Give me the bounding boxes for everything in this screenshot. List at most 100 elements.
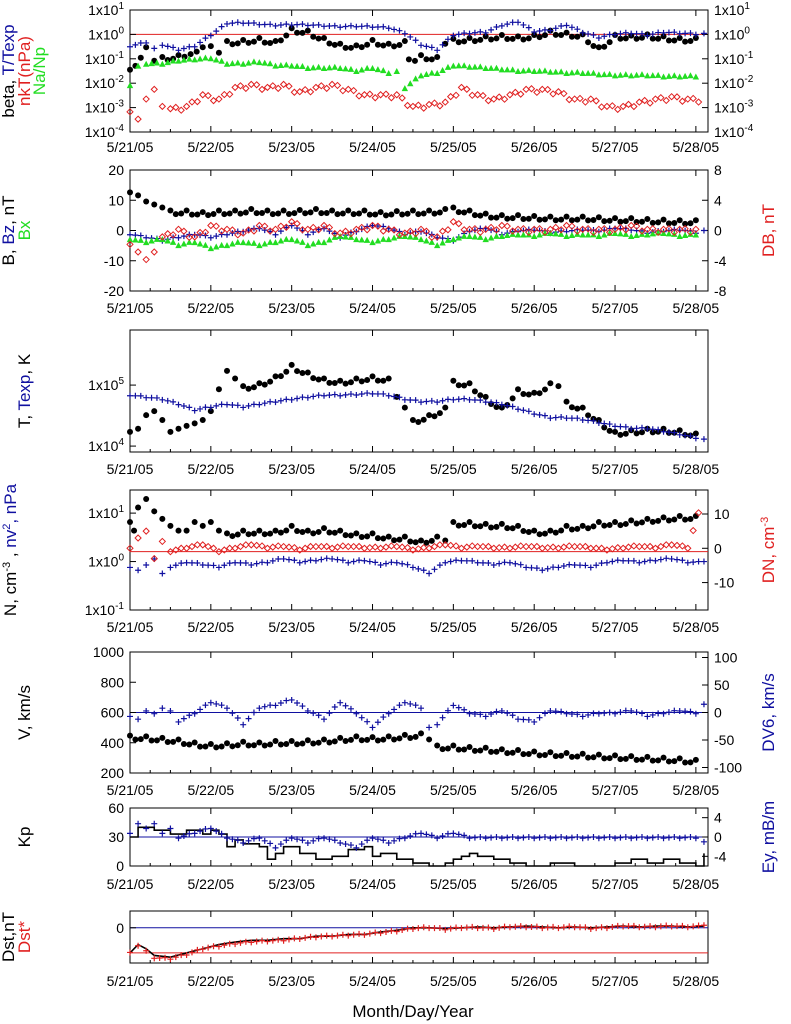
data-point bbox=[182, 102, 191, 111]
data-point bbox=[687, 708, 694, 715]
data-point bbox=[159, 515, 166, 522]
data-point bbox=[302, 558, 309, 565]
data-point bbox=[579, 404, 586, 411]
data-point bbox=[196, 228, 204, 237]
data-point bbox=[444, 830, 451, 837]
data-point bbox=[407, 832, 414, 839]
data-point bbox=[360, 91, 369, 99]
data-point bbox=[415, 925, 422, 932]
data-point bbox=[358, 391, 365, 398]
data-point bbox=[438, 227, 447, 235]
data-point bbox=[148, 237, 155, 244]
data-point bbox=[549, 90, 557, 98]
data-point bbox=[326, 64, 333, 71]
data-point bbox=[255, 221, 264, 230]
tick-exponent: -3 bbox=[744, 99, 753, 110]
data-point bbox=[363, 236, 371, 243]
data-point bbox=[175, 835, 182, 842]
right-axis-label: DV6, km/s bbox=[759, 673, 778, 751]
data-point bbox=[170, 44, 177, 51]
data-point bbox=[525, 716, 532, 723]
data-point bbox=[547, 230, 554, 237]
data-point bbox=[364, 533, 371, 540]
data-point bbox=[215, 207, 222, 214]
data-point bbox=[271, 225, 280, 234]
data-point bbox=[321, 392, 328, 399]
data-point bbox=[315, 392, 322, 399]
data-point bbox=[345, 559, 352, 566]
data-point bbox=[304, 27, 311, 34]
data-point bbox=[436, 102, 444, 110]
data-point bbox=[663, 922, 670, 929]
data-point bbox=[622, 430, 629, 437]
data-point bbox=[471, 396, 478, 403]
data-point bbox=[450, 35, 457, 42]
data-point bbox=[191, 43, 198, 50]
data-point bbox=[434, 835, 441, 842]
tick-exponent: -1 bbox=[744, 50, 753, 61]
data-point bbox=[515, 33, 522, 40]
axis-label-part: , K bbox=[15, 353, 34, 374]
data-point bbox=[687, 834, 694, 840]
data-point bbox=[601, 424, 608, 431]
x-tick-label: 5/22/05 bbox=[187, 876, 234, 892]
data-point bbox=[676, 35, 683, 42]
data-point bbox=[371, 94, 379, 102]
data-point bbox=[665, 29, 672, 36]
data-point bbox=[692, 217, 699, 224]
data-point bbox=[197, 743, 204, 750]
data-point bbox=[234, 715, 241, 721]
data-point bbox=[477, 212, 484, 219]
data-point bbox=[175, 425, 182, 432]
data-point bbox=[455, 396, 462, 403]
y-right-tick-label: 10 bbox=[714, 506, 730, 522]
data-point bbox=[517, 923, 524, 930]
data-point bbox=[471, 711, 478, 718]
data-point bbox=[218, 830, 225, 837]
data-point bbox=[654, 71, 662, 78]
data-point bbox=[331, 704, 338, 710]
data-point bbox=[606, 522, 613, 529]
data-point bbox=[277, 37, 284, 44]
data-point bbox=[684, 544, 692, 552]
data-point bbox=[310, 64, 317, 71]
axis-label-part: Dst* bbox=[15, 921, 34, 954]
data-point bbox=[700, 436, 707, 443]
y-right-tick-label: -8 bbox=[714, 283, 727, 299]
x-tick-label: 5/24/05 bbox=[349, 619, 396, 635]
data-point bbox=[473, 91, 482, 99]
data-point bbox=[290, 88, 299, 96]
data-point bbox=[523, 924, 530, 931]
data-point bbox=[151, 408, 158, 415]
data-point bbox=[218, 401, 225, 408]
y-left-tick-label: 800 bbox=[101, 674, 125, 690]
data-point bbox=[461, 746, 468, 753]
data-point bbox=[199, 541, 207, 549]
data-point bbox=[250, 384, 257, 391]
left-axis-label-2: Dst* bbox=[15, 921, 34, 954]
data-point bbox=[282, 223, 290, 231]
data-point bbox=[694, 98, 703, 106]
data-point bbox=[294, 29, 301, 36]
data-point bbox=[525, 834, 532, 840]
data-point bbox=[363, 64, 371, 71]
data-point bbox=[552, 834, 559, 841]
data-point bbox=[574, 525, 581, 532]
data-point bbox=[207, 740, 214, 747]
data-point bbox=[159, 396, 166, 403]
data-point bbox=[466, 30, 473, 37]
axis-label-part: Texp bbox=[15, 375, 34, 411]
data-point bbox=[191, 830, 198, 837]
x-tick-label: 5/23/05 bbox=[268, 876, 315, 892]
y-left-tick-label: 10 bbox=[108, 192, 124, 208]
data-point bbox=[460, 62, 468, 69]
data-point bbox=[191, 519, 198, 526]
data-point bbox=[585, 417, 592, 424]
data-point bbox=[215, 943, 222, 950]
data-point bbox=[495, 93, 503, 101]
tick-exponent: -3 bbox=[115, 99, 124, 110]
data-point bbox=[358, 23, 365, 30]
data-point bbox=[337, 392, 344, 399]
data-point bbox=[681, 72, 689, 79]
data-point bbox=[630, 557, 637, 564]
